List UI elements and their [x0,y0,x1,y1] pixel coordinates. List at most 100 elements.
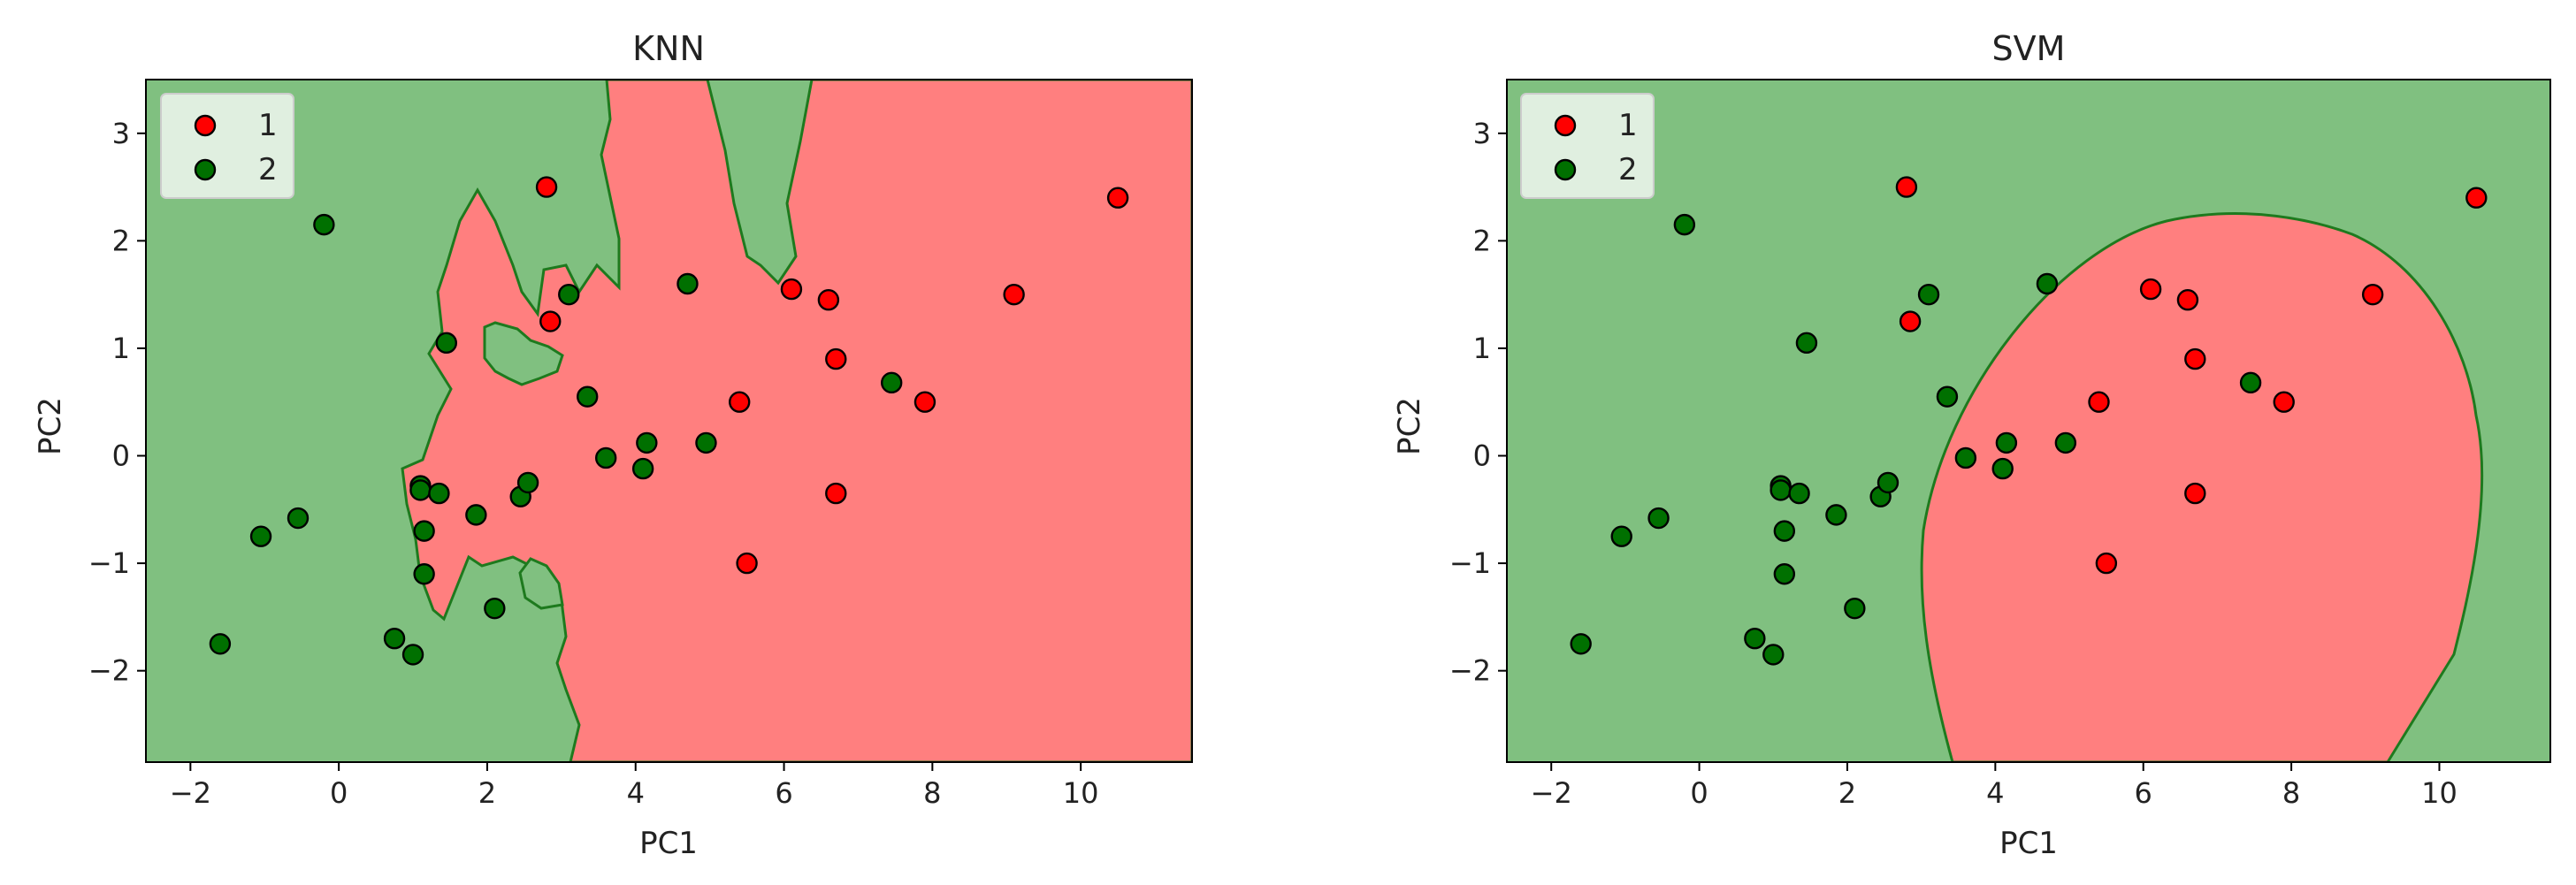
svm-x-tick-label: 8 [2282,776,2300,810]
knn-point-class2 [594,446,617,469]
svm-y-tick-label: 0 [1473,439,1491,473]
svm-plot-frame [1506,79,2551,763]
knn-point-class2 [695,431,717,454]
svm-y-tick-label: 2 [1473,224,1491,257]
svm-y-tick-label: 1 [1473,332,1491,365]
svm-x-tick-label: 4 [1986,776,2004,810]
svm-legend: 1 2 [1520,93,1655,199]
knn-point-class2 [676,272,699,295]
knn-point-class1 [1003,283,1025,306]
knn-legend-label-1: 1 [258,108,278,143]
knn-point-class1 [780,278,803,301]
knn-point-class2 [287,507,310,530]
svm-legend-label-1: 1 [1618,108,1638,143]
knn-point-class1 [825,347,847,370]
knn-point-class2 [209,633,232,655]
knn-points [209,176,1129,666]
knn-point-class2 [409,479,432,501]
knn-point-class1 [913,391,936,413]
knn-island-class2 [483,321,564,386]
svm-y-tick-label: −1 [1449,546,1491,580]
knn-legend-label-2: 2 [258,152,278,187]
svm-point-class1 [2465,187,2488,209]
knn-point-class2 [383,627,406,650]
svm-legend-box [1520,93,1655,199]
knn-x-tick-label: 2 [478,776,496,810]
svm-point-class1 [2176,289,2199,311]
knn-point-class2 [435,332,457,355]
svm-point-class1 [2361,283,2384,306]
svm-point-class2 [1844,597,1866,620]
svm-x-tick-label: 6 [2135,776,2152,810]
knn-point-class2 [465,504,487,526]
svm-legend-marker-1 [1554,114,1577,137]
svm-point-class2 [1954,446,1977,469]
knn-point-class2 [313,213,335,236]
svm-point-class2 [1917,283,1940,306]
svm-point-class1 [2184,347,2206,370]
knn-point-class2 [428,482,450,505]
svm-point-class1 [1899,310,1922,332]
svm-point-class2 [1610,525,1632,547]
svm-x-tick-label: −2 [1531,776,1572,810]
knn-y-label: PC2 [33,397,68,455]
knn-x-tick-label: 10 [1063,776,1099,810]
knn-point-class1 [1106,187,1129,209]
knn-point-class2 [577,385,599,408]
svm-x-tick-label: 0 [1690,776,1708,810]
knn-x-tick-label: 4 [627,776,645,810]
knn-x-tick-label: 8 [923,776,941,810]
svm-title: SVM [1992,29,2066,68]
knn-y-tick-label: 0 [112,439,130,473]
knn-title: KNN [632,29,705,68]
knn-plot-frame [145,79,1193,763]
svm-point-class2 [1991,457,2014,480]
svm-point-class2 [1647,507,1670,530]
svm-y-label: PC2 [1392,397,1427,455]
knn-region-class1 [401,80,1192,762]
knn-point-class1 [535,176,558,198]
svm-point-class1 [2095,552,2118,575]
knn-legend-marker-2 [194,158,217,181]
svm-point-class1 [2273,391,2295,413]
knn-x-axis: −2 0 2 4 6 8 10 [170,762,1099,810]
svm-point-class2 [1773,520,1796,542]
knn-point-class2 [484,597,506,620]
knn-point-class1 [825,482,847,505]
svm-y-tick-label: −2 [1449,654,1491,688]
knn-legend-box [160,93,294,199]
knn-y-tick-label: 1 [112,332,130,365]
svm-x-tick-label: 2 [1838,776,1856,810]
knn-point-class1 [539,310,562,332]
knn-point-class2 [413,563,435,585]
svm-point-class1 [1895,176,1918,198]
knn-x-label: PC1 [639,826,698,861]
svm-point-class2 [1795,332,1818,355]
knn-point-class2 [401,644,424,666]
knn-point-class2 [636,431,658,454]
knn-legend-marker-1 [194,114,217,137]
knn-y-tick-label: −1 [88,546,130,580]
svm-point-class2 [1825,504,1847,526]
svm-point-class2 [1773,563,1796,585]
knn-point-class1 [817,289,840,311]
svm-point-class2 [1762,644,1785,666]
knn-x-tick-label: 0 [330,776,348,810]
svm-x-tick-label: 10 [2421,776,2458,810]
svm-point-class1 [2139,278,2162,301]
knn-y-tick-label: −2 [88,654,130,688]
svm-chart: −2 0 2 4 6 8 10 −2 −1 0 1 2 3 SVM PC1 PC2 1 2 [1392,29,2551,861]
knn-x-tick-label: 6 [775,776,792,810]
knn-point-class1 [729,391,751,413]
svm-y-axis: −2 −1 0 1 2 3 [1449,117,1507,688]
svm-point-class2 [1673,213,1696,236]
knn-point-class2 [558,283,580,306]
knn-point-class2 [516,471,539,494]
knn-y-tick-label: 3 [112,117,130,150]
knn-y-axis: −2 −1 0 1 2 3 [88,117,146,688]
svm-point-class2 [2054,431,2077,454]
knn-y-tick-label: 2 [112,224,130,257]
svm-point-class2 [2036,272,2059,295]
knn-point-class2 [881,371,903,394]
